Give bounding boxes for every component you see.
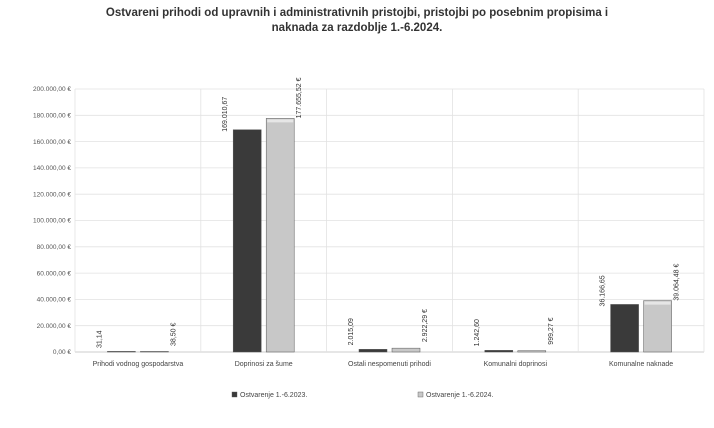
data-label: 2.922,29 € bbox=[422, 309, 429, 342]
y-tick-label: 100.000,00 € bbox=[33, 218, 71, 225]
x-category-label: Komunalne naknade bbox=[609, 361, 673, 368]
bar-2023 bbox=[232, 129, 262, 353]
data-label: 999,27 € bbox=[548, 317, 555, 344]
bar-2024 bbox=[265, 118, 295, 353]
bar-2024 bbox=[391, 347, 421, 353]
y-tick-label: 160.000,00 € bbox=[33, 139, 71, 146]
bar-2024 bbox=[643, 300, 672, 353]
data-label: 2.015,09 bbox=[348, 318, 355, 345]
bar-2023 bbox=[107, 351, 136, 353]
x-category-label: Prihodi vodnog gospodarstva bbox=[93, 361, 184, 368]
data-label: 39.064,48 € bbox=[674, 264, 681, 301]
y-tick-label: 20.000,00 € bbox=[37, 323, 72, 330]
legend-label: Ostvarenje 1.-6.2024. bbox=[426, 392, 493, 399]
data-label: 38,50 € bbox=[170, 322, 177, 345]
chart-title-line-1: Ostvareni prihodi od upravnih i administ… bbox=[105, 7, 609, 19]
y-tick-label: 140.000,00 € bbox=[33, 165, 71, 172]
bar-highlight bbox=[644, 301, 671, 305]
y-tick-label: 60.000,00 € bbox=[37, 270, 72, 277]
x-category-label: Komunalni doprinosi bbox=[484, 361, 548, 368]
y-tick-label: 180.000,00 € bbox=[33, 113, 71, 120]
data-label: 1.242,60 bbox=[474, 319, 481, 346]
y-tick-label: 120.000,00 € bbox=[33, 191, 71, 198]
bar-2023 bbox=[358, 349, 388, 353]
x-category-label: Ostali nespomenuti prihodi bbox=[348, 361, 431, 368]
x-category-label: Doprinosi za šume bbox=[235, 361, 293, 368]
bar-2023 bbox=[484, 350, 514, 353]
data-label: 31,14 bbox=[96, 330, 103, 348]
chart-title: Ostvareni prihodi od upravnih i administ… bbox=[40, 6, 674, 36]
chart-title-line-2: naknada za razdoblje 1.-6.2024. bbox=[271, 22, 443, 34]
y-tick-label: 0,00 € bbox=[53, 349, 71, 356]
data-label: 169.010,67 bbox=[222, 97, 229, 132]
bar-highlight bbox=[267, 119, 294, 123]
y-tick-label: 200.000,00 € bbox=[33, 86, 71, 93]
legend-swatch bbox=[417, 391, 424, 398]
legend-label: Ostvarenje 1.-6.2023. bbox=[240, 392, 307, 399]
data-label: 36.166,65 bbox=[600, 275, 607, 306]
y-tick-label: 80.000,00 € bbox=[37, 244, 72, 251]
data-label: 177.655,52 € bbox=[296, 77, 303, 118]
bar-2024 bbox=[140, 351, 169, 353]
legend-swatch bbox=[231, 391, 238, 398]
bar-2024 bbox=[517, 350, 547, 353]
bar-2023 bbox=[610, 304, 639, 353]
y-tick-label: 40.000,00 € bbox=[37, 297, 72, 304]
